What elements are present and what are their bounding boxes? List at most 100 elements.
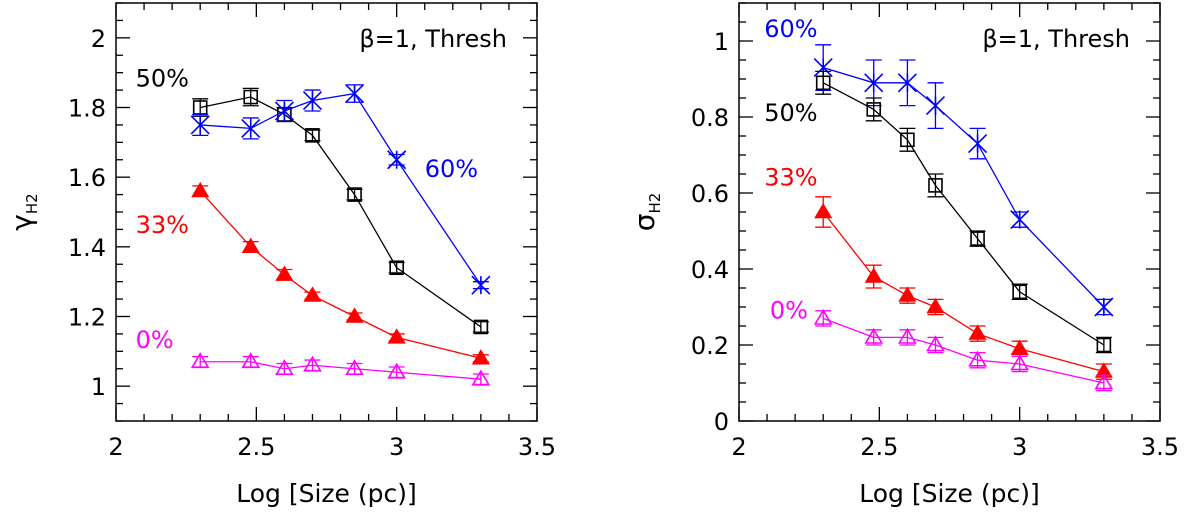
y-tick-label: 1.4 bbox=[68, 234, 106, 262]
series-0pct: 0% bbox=[770, 296, 1114, 392]
star-marker bbox=[925, 96, 946, 116]
square-marker bbox=[900, 132, 915, 148]
star-marker bbox=[345, 84, 365, 104]
star-marker bbox=[864, 73, 884, 93]
x-tick-label: 3.5 bbox=[518, 433, 556, 461]
square-marker bbox=[389, 260, 404, 276]
star-marker bbox=[968, 134, 988, 154]
triangle-marker bbox=[898, 286, 917, 302]
triangle-marker bbox=[191, 181, 210, 198]
triangle-marker bbox=[275, 359, 294, 376]
triangle-marker bbox=[926, 297, 945, 314]
x-tick-label: 2.5 bbox=[237, 433, 275, 461]
series-label: 60% bbox=[425, 155, 478, 183]
series-label: 50% bbox=[764, 99, 817, 127]
y-axis-title: σH2 bbox=[628, 193, 664, 232]
triangle-marker bbox=[898, 327, 917, 344]
triangle-marker bbox=[471, 369, 491, 386]
panel-annotation: β=1, Thresh bbox=[982, 25, 1130, 53]
triangle-marker bbox=[387, 362, 407, 379]
series-label: 0% bbox=[770, 296, 808, 324]
y-tick-label: 0 bbox=[714, 408, 729, 436]
triangle-marker bbox=[864, 267, 883, 283]
triangle-marker bbox=[303, 355, 322, 372]
triangle-marker bbox=[813, 308, 833, 325]
x-tick-label: 2 bbox=[731, 433, 746, 461]
y-axis-title: γH2 bbox=[5, 193, 41, 230]
triangle-marker bbox=[303, 286, 322, 302]
series-line bbox=[823, 66, 1105, 308]
y-tick-label: 1 bbox=[91, 373, 106, 401]
triangle-marker bbox=[864, 327, 884, 344]
x-axis-title: Log [Size (pc)] bbox=[859, 479, 1040, 508]
square-marker bbox=[815, 75, 831, 91]
series-line bbox=[822, 82, 1105, 346]
chart-panel-2: 2 2.5 3 3.5 0 0.2 0.4 0.6 0.8 1 Log [Size (pc)] σH2… bbox=[628, 2, 1179, 508]
x-tick-label: 2.5 bbox=[860, 433, 898, 461]
star-marker bbox=[190, 115, 210, 135]
series-60pct: 60% bbox=[190, 84, 491, 295]
triangle-marker bbox=[241, 237, 260, 254]
triangle-marker bbox=[471, 349, 490, 365]
series-label: 33% bbox=[136, 211, 189, 239]
star-marker bbox=[1094, 297, 1114, 317]
y-axis-symbol: σ bbox=[628, 214, 661, 232]
triangle-marker bbox=[241, 352, 261, 369]
square-marker bbox=[1096, 337, 1112, 353]
triangle-marker bbox=[1010, 354, 1030, 371]
series-line bbox=[200, 92, 482, 286]
square-marker bbox=[347, 187, 362, 202]
y-tick-label: 0.2 bbox=[691, 332, 729, 360]
square-marker bbox=[305, 128, 320, 143]
plot-frame bbox=[738, 2, 1161, 422]
y-axis-subscript: H2 bbox=[23, 193, 41, 214]
square-marker bbox=[866, 102, 882, 117]
star-marker bbox=[241, 118, 261, 138]
y-tick-label: 0.8 bbox=[691, 104, 729, 132]
chart-panel-1: 2 2.5 3 3.5 1 1.2 1.4 1.6 1.8 2 Log [Size (pc)] γH2… bbox=[5, 2, 556, 508]
series-33pct: 33% bbox=[764, 163, 1113, 380]
y-axis-symbol: γ bbox=[5, 214, 38, 231]
y-tick-label: 1.6 bbox=[68, 164, 106, 192]
triangle-marker bbox=[190, 352, 210, 369]
series-50pct: 50% bbox=[764, 70, 1112, 354]
star-marker bbox=[897, 73, 917, 93]
square-marker bbox=[473, 319, 489, 335]
triangle-marker bbox=[387, 328, 406, 344]
series-label: 33% bbox=[764, 163, 817, 191]
series-60pct: 60% bbox=[764, 15, 1114, 317]
x-tick-label: 2 bbox=[108, 433, 123, 461]
x-axis-title: Log [Size (pc)] bbox=[236, 479, 417, 508]
y-tick-label: 0.4 bbox=[691, 256, 729, 284]
square-marker bbox=[928, 178, 943, 193]
square-marker bbox=[1012, 284, 1027, 300]
series-label: 50% bbox=[136, 65, 189, 93]
y-tick-label: 2 bbox=[91, 25, 106, 53]
star-marker bbox=[471, 275, 491, 295]
y-tick-label: 1 bbox=[714, 28, 729, 56]
triangle-marker bbox=[275, 265, 294, 281]
panel-annotation: β=1, Thresh bbox=[359, 25, 507, 53]
series-label: 60% bbox=[764, 15, 817, 43]
series-line bbox=[200, 361, 481, 380]
series-line bbox=[199, 190, 482, 359]
x-tick-label: 3 bbox=[1012, 433, 1027, 461]
triangle-marker bbox=[1094, 373, 1114, 390]
triangle-marker bbox=[1010, 339, 1029, 355]
y-axis-subscript: H2 bbox=[646, 193, 664, 214]
triangle-marker bbox=[345, 307, 364, 323]
square-marker bbox=[243, 89, 259, 105]
triangle-marker bbox=[968, 350, 987, 367]
series-line bbox=[822, 317, 1105, 384]
series-33pct: 33% bbox=[136, 181, 490, 365]
series-line bbox=[822, 211, 1105, 373]
triangle-marker bbox=[968, 324, 987, 340]
series-0pct: 0% bbox=[136, 326, 491, 386]
triangle-marker bbox=[345, 359, 364, 376]
triangle-marker bbox=[814, 202, 833, 219]
y-tick-label: 0.6 bbox=[691, 180, 729, 208]
x-tick-label: 3.5 bbox=[1141, 433, 1179, 461]
series-50pct: 50% bbox=[136, 65, 489, 335]
star-marker bbox=[274, 101, 294, 121]
